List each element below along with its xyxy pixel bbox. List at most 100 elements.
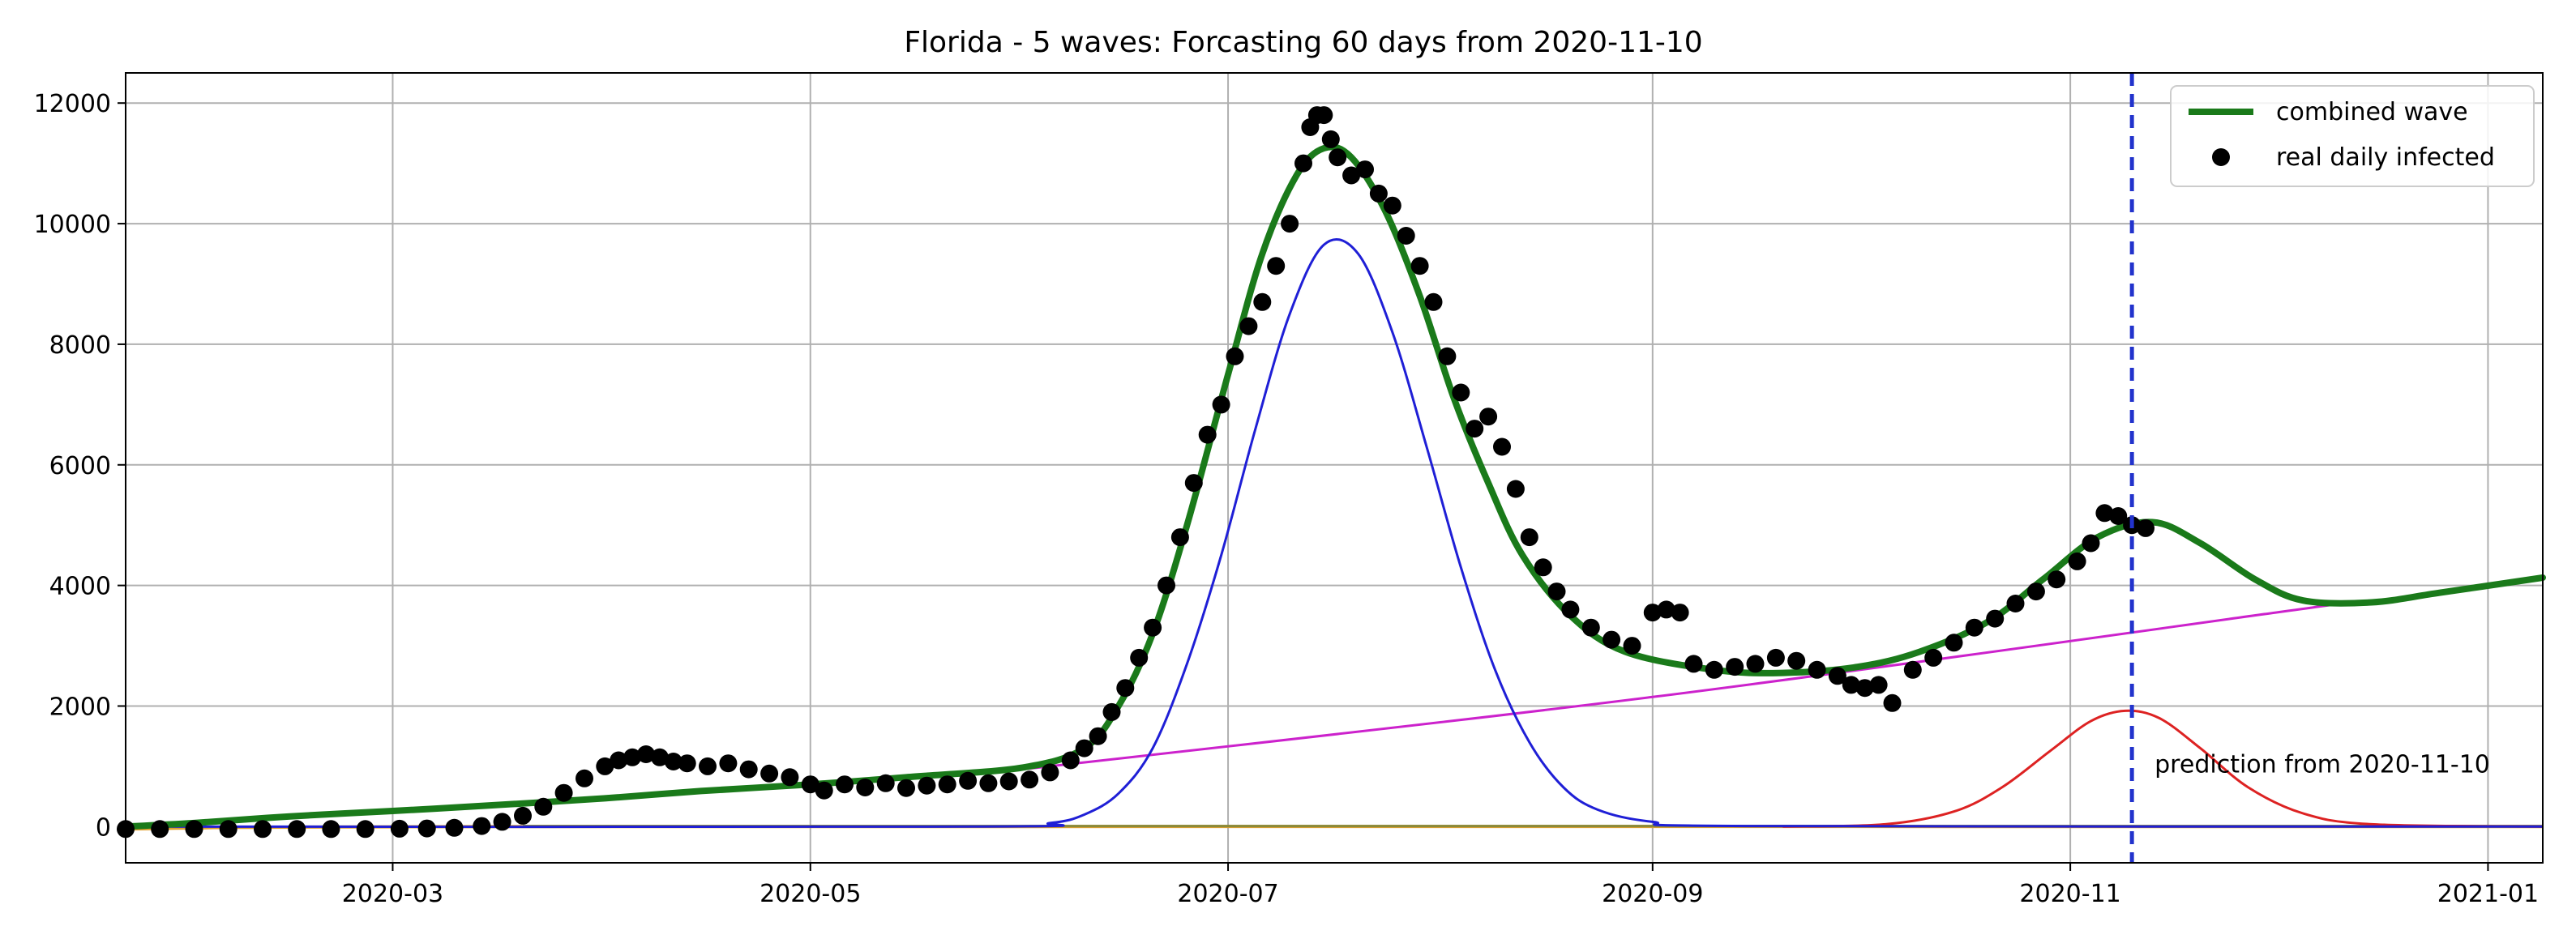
data-point: [1089, 727, 1107, 745]
y-tick-label: 6000: [49, 452, 111, 480]
data-point: [576, 769, 593, 787]
data-point: [959, 771, 978, 790]
data-point: [1157, 576, 1175, 595]
data-point: [1623, 637, 1641, 655]
data-point: [1561, 600, 1580, 619]
data-point: [1746, 655, 1765, 673]
data-point: [1684, 655, 1703, 673]
data-point: [897, 779, 915, 797]
data-point: [801, 775, 819, 794]
data-point: [1021, 770, 1039, 789]
data-point: [2048, 570, 2066, 589]
data-point: [1041, 763, 1059, 782]
data-point: [1855, 679, 1874, 698]
data-point: [650, 748, 669, 766]
data-point: [1329, 148, 1347, 167]
data-point: [1986, 609, 2005, 628]
data-point: [1294, 154, 1312, 173]
data-point: [1212, 395, 1230, 414]
data-point: [1170, 528, 1189, 547]
data-point: [1883, 693, 1902, 712]
data-point: [876, 774, 895, 792]
legend-label: real daily infected: [2276, 143, 2495, 172]
data-point: [1184, 474, 1203, 493]
data-point: [1828, 667, 1846, 685]
x-axis: 2020-03 2020-05 2020-07 2020-09 2020-11 2021-…: [342, 863, 2539, 908]
y-tick-label: 0: [96, 813, 111, 842]
data-point: [1945, 634, 1963, 652]
data-point: [554, 783, 573, 802]
data-point: [1808, 660, 1826, 679]
data-point: [2006, 595, 2025, 612]
y-tick-label: 12000: [34, 90, 111, 118]
data-point: [1842, 676, 1860, 694]
x-tick-label: 2020-11: [2019, 880, 2120, 908]
x-tick-label: 2020-07: [1177, 880, 1278, 908]
data-point: [637, 745, 655, 763]
data-point: [2109, 507, 2128, 525]
data-point: [1102, 702, 1121, 721]
data-point: [1356, 160, 1374, 179]
data-point: [760, 764, 779, 783]
data-point: [1671, 604, 1689, 622]
data-point: [623, 748, 642, 766]
data-point: [1281, 215, 1299, 233]
data-point: [781, 768, 799, 787]
legend-label: combined wave: [2276, 98, 2468, 126]
x-tick-label: 2021-01: [2437, 880, 2539, 908]
data-point: [719, 754, 738, 773]
data-point: [417, 819, 436, 838]
legend-box: [2170, 85, 2535, 187]
prediction-annotation: prediction from 2020-11-10: [2155, 750, 2490, 779]
x-tick-label: 2020-09: [1602, 880, 1703, 908]
data-point: [1643, 604, 1662, 622]
data-point: [596, 757, 614, 775]
data-point: [699, 757, 717, 775]
data-point: [678, 754, 696, 773]
data-point: [664, 753, 683, 770]
data-point: [1410, 257, 1429, 275]
data-point: [918, 776, 936, 795]
data-point: [1075, 739, 1093, 757]
data-point: [445, 818, 464, 837]
data-point: [1397, 227, 1415, 245]
data-point: [1253, 292, 1272, 311]
data-point: [219, 820, 237, 839]
data-point: [473, 817, 491, 835]
data-point: [938, 775, 956, 794]
data-point: [493, 813, 511, 831]
scatter-layer: [117, 106, 2155, 839]
data-point: [390, 819, 409, 838]
y-tick-label: 4000: [49, 573, 111, 601]
data-point: [1061, 751, 1080, 770]
data-point: [1116, 679, 1135, 698]
data-point: [1369, 184, 1388, 203]
data-point: [856, 779, 875, 796]
data-point: [2068, 552, 2086, 570]
data-point: [1383, 196, 1401, 215]
data-point: [1520, 528, 1538, 547]
data-point: [514, 806, 532, 825]
data-point: [1869, 676, 1888, 694]
data-point: [534, 797, 553, 816]
data-point: [1424, 292, 1443, 311]
data-point: [739, 760, 758, 779]
data-point: [1581, 618, 1600, 637]
data-point: [1493, 437, 1511, 456]
plot-frame: [125, 72, 2544, 864]
data-point: [1479, 408, 1498, 426]
data-point: [151, 820, 169, 839]
data-point: [1321, 130, 1340, 148]
series-wave-1: [125, 237, 2544, 829]
data-point: [1705, 660, 1723, 679]
data-point: [1603, 630, 1621, 649]
data-point: [288, 820, 306, 839]
data-point: [2095, 504, 2114, 523]
series-wave-3: [1782, 709, 2544, 828]
data-point: [836, 775, 854, 794]
data-point: [1342, 166, 1361, 185]
data-point: [2082, 534, 2100, 553]
data-point: [1657, 600, 1675, 619]
data-point: [2026, 582, 2045, 601]
